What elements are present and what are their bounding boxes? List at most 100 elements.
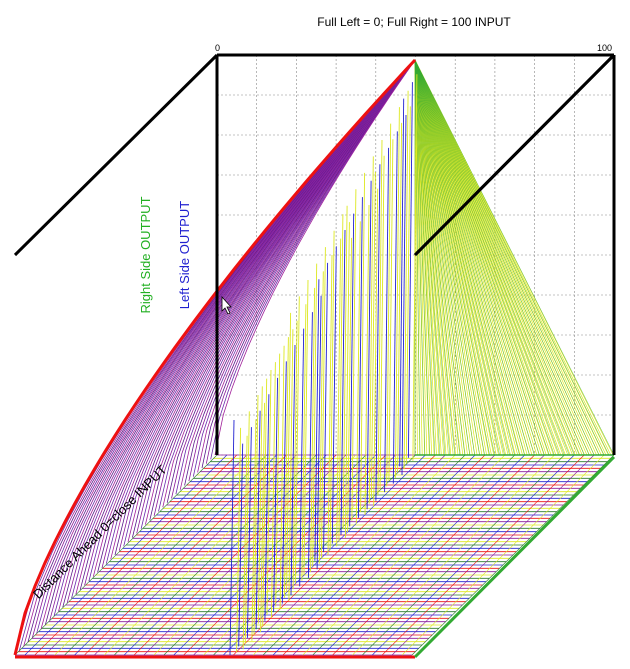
cone-line-green <box>414 59 540 456</box>
spike-line <box>262 378 268 627</box>
cone-line-green <box>414 59 446 456</box>
cone-line <box>414 59 552 456</box>
cone-line-green <box>414 59 595 456</box>
cone-line-green <box>414 59 530 456</box>
cone-line-green <box>414 59 615 456</box>
spike-line <box>290 344 296 596</box>
cone-line <box>414 59 528 456</box>
spike-line <box>366 180 372 510</box>
spike-line <box>288 329 294 601</box>
spike-line <box>301 304 307 581</box>
spike-line <box>273 377 279 613</box>
cone-line-green <box>414 59 485 456</box>
cone-line-green <box>414 59 590 456</box>
spike-line <box>397 122 403 473</box>
spike-line <box>253 394 259 636</box>
cone-line-green <box>414 59 450 456</box>
spike-line <box>373 188 379 507</box>
spike-line <box>407 82 413 458</box>
cone-line-green <box>414 59 436 456</box>
cone-line-green <box>414 59 465 456</box>
spike-line <box>384 147 390 493</box>
yellow-cone <box>414 59 615 456</box>
cone-line-green <box>414 59 480 456</box>
spike-line <box>303 279 309 576</box>
cone-line <box>414 59 578 456</box>
spike-line <box>329 230 335 550</box>
right-side-output-label: Right Side OUTPUT <box>138 196 153 313</box>
floor-column <box>114 454 317 656</box>
left-side-output-label: Left Side OUTPUT <box>177 201 192 309</box>
cone-line-green <box>414 59 545 456</box>
plot-frame <box>13 53 616 455</box>
floor-column <box>223 454 426 656</box>
spike-line <box>294 296 300 584</box>
cone-line <box>414 59 538 456</box>
spike-line <box>229 419 235 656</box>
cone-line <box>414 59 433 456</box>
spike-line <box>355 221 361 524</box>
cone-line <box>414 59 573 456</box>
spike-line <box>310 287 316 573</box>
floor-column <box>233 454 436 656</box>
cone-line <box>414 59 464 456</box>
spike-line <box>379 155 385 490</box>
spike-line <box>323 262 329 553</box>
floor-column <box>411 454 615 656</box>
floor-column <box>34 454 238 656</box>
floor-column <box>292 454 496 656</box>
spike-line <box>257 386 263 624</box>
cone-line <box>414 59 583 456</box>
spike-line <box>236 427 242 653</box>
floor-column <box>332 454 535 656</box>
cone-line <box>414 59 514 456</box>
spike-line <box>364 204 370 516</box>
floor-column <box>391 454 595 656</box>
cone-line-green <box>414 59 610 456</box>
spike-line <box>307 312 313 578</box>
cone-line <box>414 59 612 456</box>
cone-line-green <box>414 59 495 456</box>
spike-line <box>351 189 357 521</box>
floor-column <box>282 454 486 656</box>
cone-line-green <box>414 59 600 456</box>
spike-line <box>299 328 305 587</box>
red-rising-edge <box>13 58 417 656</box>
cone-line <box>414 59 437 456</box>
cone-line <box>414 59 523 456</box>
spike-line <box>251 419 257 641</box>
spike-line <box>270 362 276 618</box>
spike-line <box>242 435 248 650</box>
cone-line-green <box>414 59 550 456</box>
frame-back-diagonal <box>13 53 219 257</box>
cone-line-green <box>414 59 510 456</box>
cone-line-green <box>414 59 580 456</box>
spike-line <box>386 123 392 487</box>
floor-column <box>213 454 416 656</box>
floor-column <box>372 454 575 656</box>
spike-line <box>312 263 318 567</box>
cone-line-green <box>414 59 470 456</box>
cone-line <box>414 59 442 456</box>
surface-mesh <box>13 53 616 659</box>
cone-line-green <box>414 59 441 456</box>
floor-column <box>272 454 476 656</box>
spike-line <box>238 443 244 647</box>
cone-line <box>414 59 542 456</box>
floor-column <box>84 454 287 656</box>
cone-line <box>414 59 483 456</box>
spike-line <box>392 131 398 484</box>
spike-line <box>375 164 381 501</box>
spike-line <box>405 106 411 464</box>
cone-line <box>414 59 509 456</box>
cone-line-green <box>414 59 515 456</box>
spike-line <box>401 114 407 476</box>
spike-line <box>266 369 272 616</box>
cone-line-green <box>414 59 555 456</box>
cone-line-green <box>414 59 535 456</box>
frame-right-diagonal <box>413 53 616 257</box>
cone-line <box>414 59 487 456</box>
cone-line-green <box>414 59 431 456</box>
spike-line <box>336 238 342 547</box>
